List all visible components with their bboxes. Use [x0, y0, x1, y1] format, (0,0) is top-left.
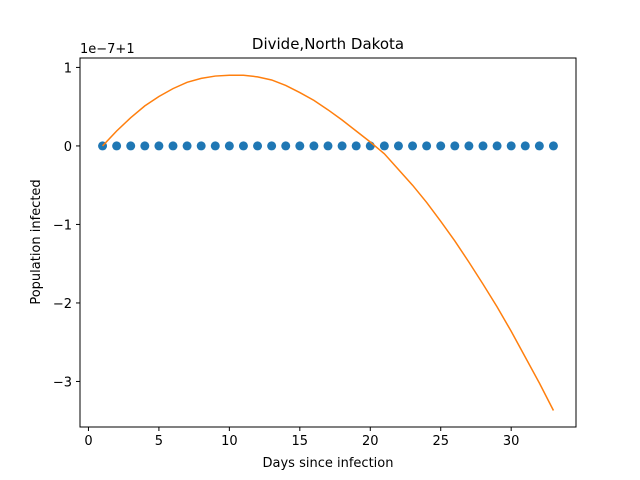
- chart-title: Divide,North Dakota: [252, 35, 404, 53]
- series-0-point: [520, 141, 530, 151]
- series-0-point: [393, 141, 403, 151]
- y-tick-label: −2: [53, 297, 72, 312]
- series-0-point: [506, 141, 516, 151]
- series-0-point: [210, 141, 220, 151]
- x-axis-label: Days since infection: [263, 456, 394, 471]
- series-0-point: [168, 141, 178, 151]
- series-0-point: [323, 141, 333, 151]
- series-0-point: [351, 141, 361, 151]
- y-tick-label: −3: [53, 375, 72, 390]
- y-axis: 1 0 −1 −2 −3: [53, 61, 80, 390]
- series-0-point: [450, 141, 460, 151]
- y-tick-label: −1: [53, 218, 72, 233]
- series-0-point: [436, 141, 446, 151]
- series-0-point: [337, 141, 347, 151]
- series-0-point: [295, 141, 305, 151]
- series-0-point: [281, 141, 291, 151]
- series-0-point: [126, 141, 136, 151]
- x-tick-label: 30: [503, 434, 520, 449]
- series-1-line: [102, 74, 555, 411]
- axes-frame: [79, 57, 577, 428]
- series-0-point: [309, 141, 319, 151]
- series-0-point: [182, 141, 192, 151]
- series-0-point: [253, 141, 263, 151]
- series-0-point: [267, 141, 277, 151]
- series-0-point: [478, 141, 488, 151]
- series-0-point: [379, 141, 389, 151]
- x-tick-label: 15: [292, 434, 309, 449]
- x-tick-label: 25: [432, 434, 449, 449]
- series-0-point: [492, 141, 502, 151]
- x-tick-label: 20: [362, 434, 379, 449]
- series-0-point: [224, 141, 234, 151]
- series-0-point: [422, 141, 432, 151]
- x-tick-label: 10: [221, 434, 238, 449]
- series-0-point: [196, 141, 206, 151]
- series-0-point: [112, 141, 122, 151]
- series-0-point: [534, 141, 544, 151]
- y-offset-label: 1e−7+1: [80, 42, 135, 57]
- series-0-point: [408, 141, 418, 151]
- y-tick-label: 1: [64, 61, 72, 76]
- y-axis-label: Population infected: [29, 179, 44, 304]
- series-0-point: [238, 141, 248, 151]
- series-0-point: [464, 141, 474, 151]
- series-0-point: [548, 141, 558, 151]
- x-tick-label: 5: [155, 434, 163, 449]
- plot-area: [98, 74, 558, 411]
- x-axis: 0 5 10 15 20 25 30: [84, 427, 519, 449]
- y-tick-label: 0: [64, 140, 72, 155]
- series-0-point: [140, 141, 150, 151]
- x-tick-label: 0: [84, 434, 92, 449]
- series-0-point: [154, 141, 164, 151]
